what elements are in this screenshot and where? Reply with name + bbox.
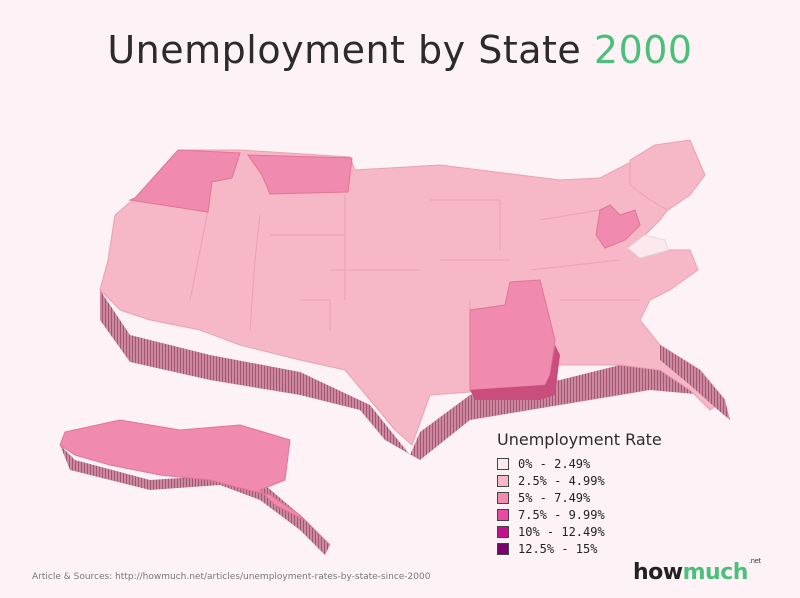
state-alaska bbox=[59, 419, 331, 546]
title-year: 2000 bbox=[593, 28, 693, 72]
florida-extrusion bbox=[660, 345, 730, 420]
legend-label: 2.5% - 4.99% bbox=[518, 473, 605, 488]
source-credit: Article & Sources: http://howmuch.net/ar… bbox=[32, 572, 431, 582]
legend-title: Unemployment Rate bbox=[497, 430, 662, 449]
legend-label: 0% - 2.49% bbox=[518, 456, 591, 471]
legend-label: 5% - 7.49% bbox=[518, 490, 591, 505]
legend-item: 2.5% - 4.99% bbox=[497, 472, 697, 489]
new-england bbox=[629, 139, 706, 211]
legend-swatch bbox=[497, 491, 509, 504]
state-montana bbox=[247, 154, 353, 195]
state-west-virginia bbox=[595, 204, 641, 249]
map-title: Unemployment by State 2000 bbox=[0, 28, 800, 72]
legend-swatch bbox=[497, 508, 509, 521]
legend-item: 7.5% - 9.99% bbox=[497, 506, 697, 523]
brand-logo: howmuch.net bbox=[633, 556, 761, 585]
legend-item: 10% - 12.49% bbox=[497, 523, 697, 540]
legend-label: 12.5% - 15% bbox=[518, 541, 598, 556]
mainland-extrusion bbox=[100, 290, 728, 460]
legend-swatch bbox=[497, 525, 509, 538]
title-text: Unemployment by State bbox=[107, 28, 582, 72]
legend-label: 7.5% - 9.99% bbox=[518, 507, 605, 522]
legend-label: 10% - 12.49% bbox=[518, 524, 605, 539]
legend-swatch bbox=[497, 542, 509, 555]
state-oregon bbox=[128, 149, 241, 213]
mississippi-alabama-extrusion bbox=[470, 345, 560, 400]
legend-item: 12.5% - 15% bbox=[497, 540, 697, 557]
legend-swatch bbox=[497, 474, 509, 487]
mainland-states bbox=[99, 144, 726, 446]
brand-suffix: .net bbox=[748, 556, 761, 565]
state-virginia bbox=[627, 234, 669, 259]
brand-much: much bbox=[682, 560, 749, 585]
legend-item: 0% - 2.49% bbox=[497, 455, 697, 472]
map-legend: Unemployment Rate 0% - 2.49% 2.5% - 4.99… bbox=[497, 430, 697, 557]
legend-swatch bbox=[497, 457, 509, 470]
legend-item: 5% - 7.49% bbox=[497, 489, 697, 506]
brand-how: how bbox=[633, 560, 683, 585]
